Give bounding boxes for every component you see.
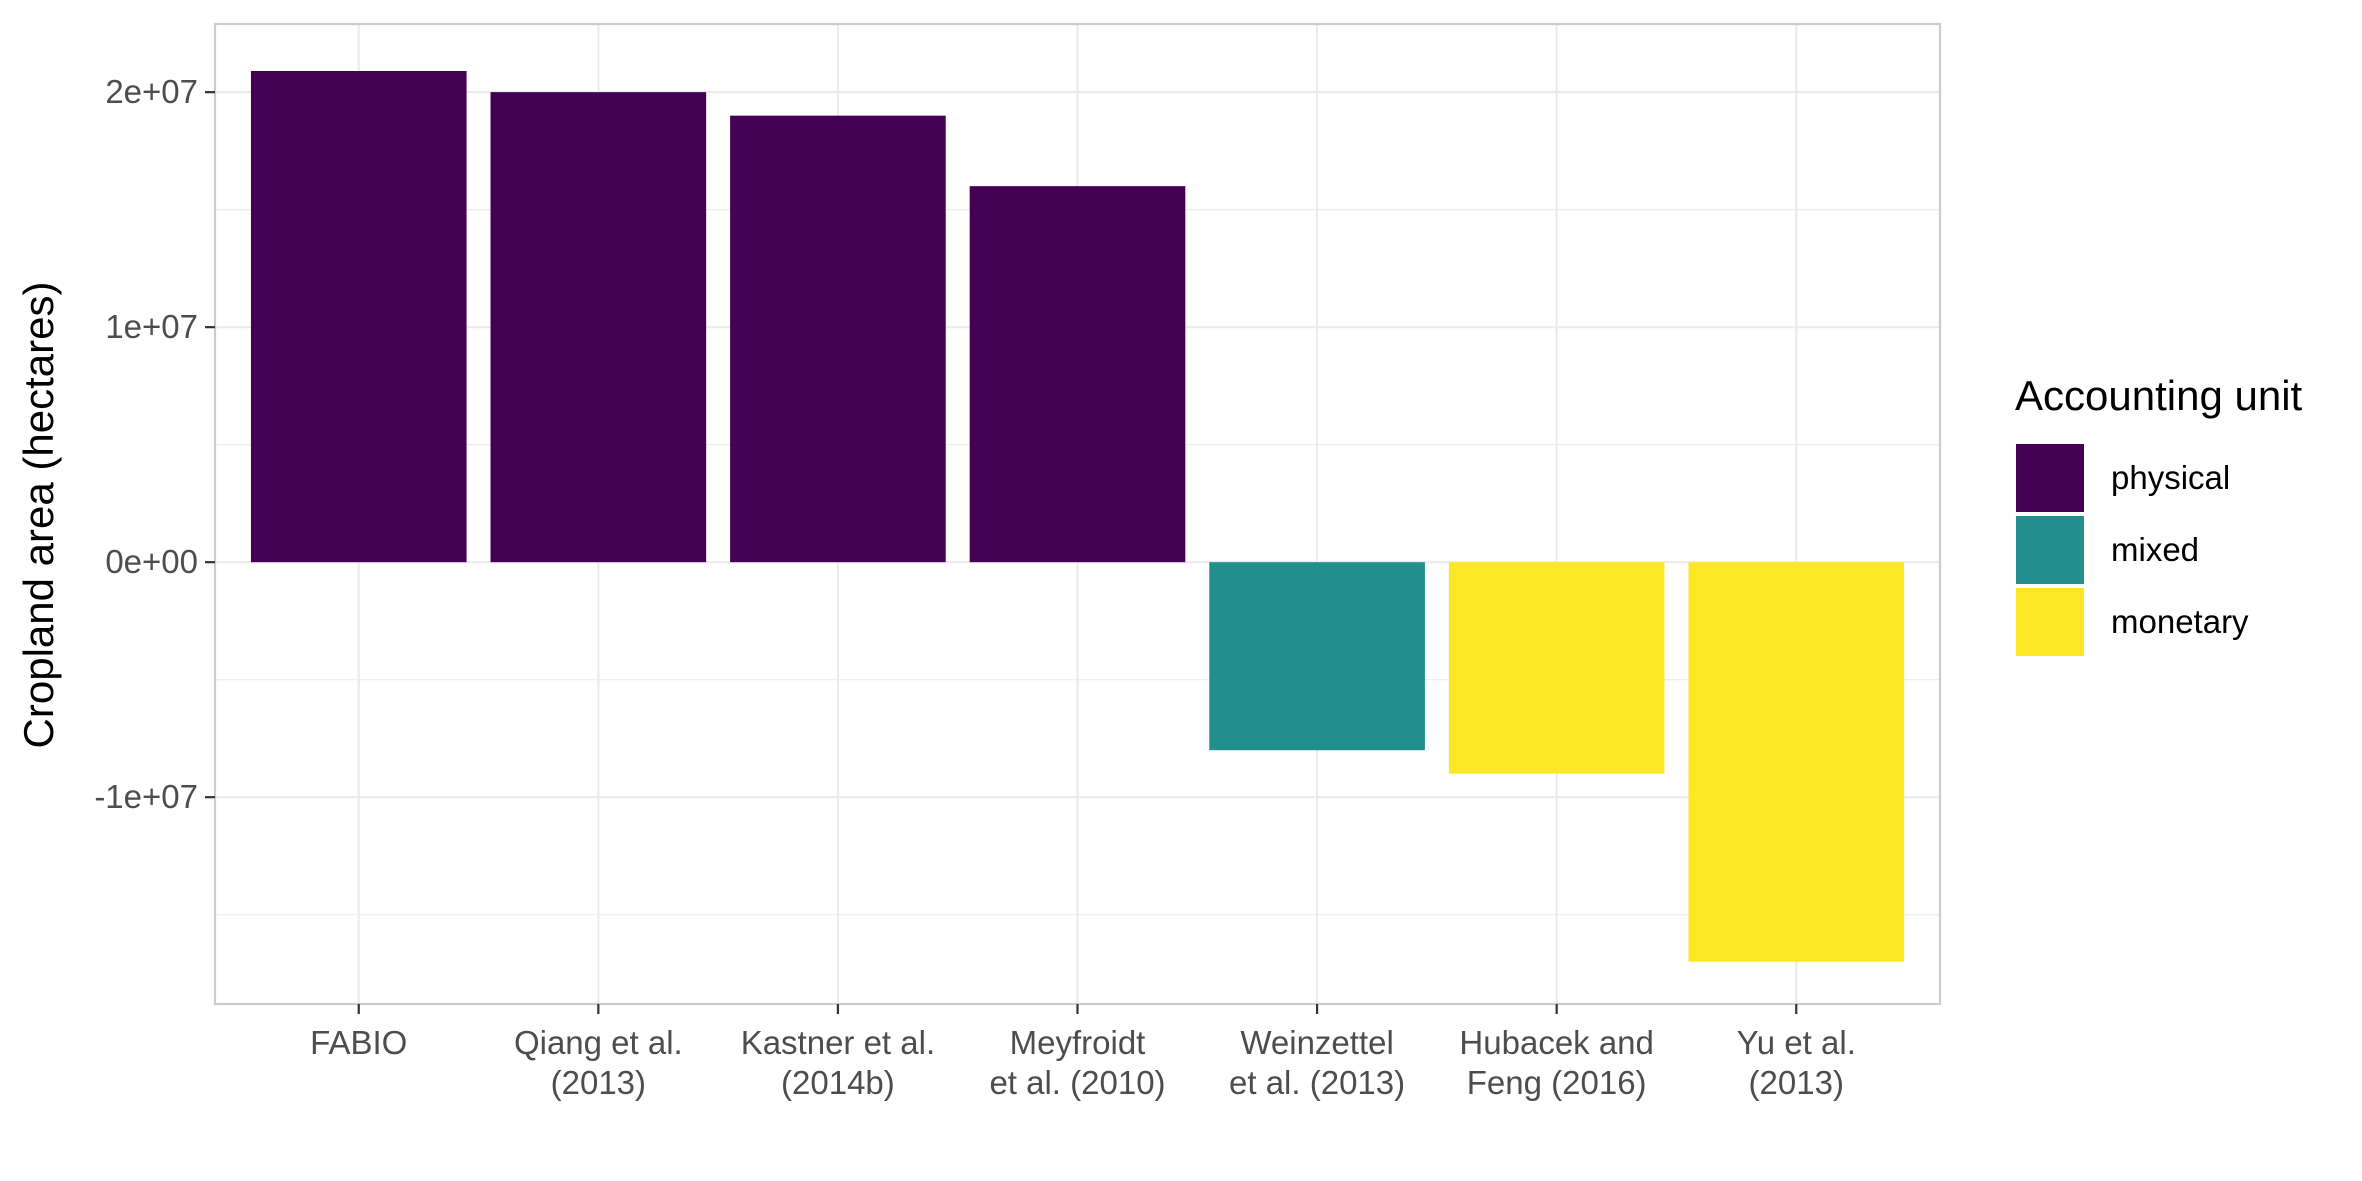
y-tick-label: 0e+00	[105, 543, 198, 580]
bar	[1688, 562, 1905, 962]
x-tick-label: Meyfroidt et al. (2010)	[989, 1024, 1165, 1101]
x-tick-label: Hubacek and Feng (2016)	[1459, 1024, 1653, 1101]
bar	[1209, 562, 1425, 751]
bar	[1448, 562, 1665, 774]
bar	[969, 186, 1186, 563]
x-tick-label: Weinzettel et al. (2013)	[1229, 1024, 1405, 1101]
x-tick-label-line: et al. (2010)	[989, 1064, 1165, 1101]
x-tick-label: Yu et al. (2013)	[1737, 1024, 1856, 1101]
x-tick-label: Kastner et al. (2014b)	[741, 1024, 935, 1101]
x-tick-label-line: Weinzettel	[1240, 1024, 1393, 1061]
bar	[490, 92, 707, 563]
x-tick-label-line: (2014b)	[781, 1064, 895, 1101]
legend-key	[2016, 588, 2084, 656]
bars	[250, 71, 1905, 962]
y-tick-label: 2e+07	[105, 73, 198, 110]
y-tick-label: -1e+07	[94, 778, 198, 815]
bar	[730, 115, 946, 563]
x-tick-label-line: Meyfroidt	[1010, 1024, 1146, 1061]
x-axis: FABIO Qiang et al. (2013)Kastner et al. (20…	[310, 1004, 1856, 1101]
legend-key	[2016, 516, 2084, 584]
y-tick-label: 1e+07	[105, 308, 198, 345]
x-tick-label: Qiang et al. (2013)	[514, 1024, 683, 1101]
x-tick-label-line: Qiang et al.	[514, 1024, 683, 1061]
legend-label: mixed	[2111, 531, 2199, 568]
legend: Accounting unit physical mixed monetary	[2015, 372, 2303, 656]
bar	[250, 71, 467, 563]
x-tick-label-line: Kastner et al.	[741, 1024, 935, 1061]
x-tick-label-line: (2013)	[1749, 1064, 1844, 1101]
x-tick-label-line: et al. (2013)	[1229, 1064, 1405, 1101]
x-tick-label-line: Feng (2016)	[1467, 1064, 1647, 1101]
legend-label: physical	[2111, 459, 2230, 496]
legend-key	[2016, 444, 2084, 512]
y-axis-title: Cropland area (hectares)	[15, 282, 62, 749]
x-tick-label-line: Hubacek and	[1459, 1024, 1653, 1061]
x-tick-label: FABIO	[310, 1024, 407, 1061]
x-tick-label-line: Yu et al.	[1737, 1024, 1856, 1061]
x-tick-label-line: FABIO	[310, 1024, 407, 1061]
legend-label: monetary	[2111, 603, 2249, 640]
y-axis: 2e+07 1e+07 0e+00 -1e+07	[94, 73, 215, 815]
x-tick-label-line: (2013)	[551, 1064, 646, 1101]
legend-title: Accounting unit	[2015, 372, 2303, 419]
